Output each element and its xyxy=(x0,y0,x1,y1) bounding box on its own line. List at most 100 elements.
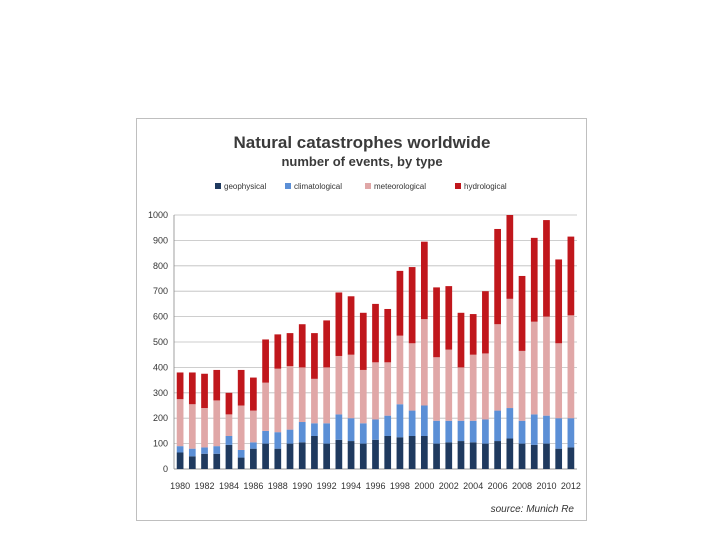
x-tick-label-2004: 2004 xyxy=(463,481,483,491)
bar-climatological-1989 xyxy=(286,429,294,444)
y-tick-label-300: 300 xyxy=(153,388,168,398)
bar-hydrological-1985 xyxy=(237,369,245,406)
bar-hydrological-1984 xyxy=(225,392,233,415)
x-tick-label-1994: 1994 xyxy=(341,481,361,491)
bar-climatological-1985 xyxy=(237,449,245,458)
legend-swatch-hydrological xyxy=(455,183,461,189)
bar-climatological-2011 xyxy=(555,418,563,449)
bar-geophysical-2005 xyxy=(482,443,489,469)
bar-geophysical-1995 xyxy=(359,443,367,469)
bar-meteorological-2002 xyxy=(445,349,453,421)
bar-hydrological-2008 xyxy=(518,275,526,351)
bar-geophysical-1989 xyxy=(286,443,294,469)
bar-meteorological-1994 xyxy=(347,354,355,419)
legend-swatch-geophysical xyxy=(215,183,221,189)
bar-meteorological-1987 xyxy=(262,382,269,431)
y-tick-label-900: 900 xyxy=(153,235,168,245)
bar-hydrological-1987 xyxy=(262,339,269,383)
bar-climatological-2002 xyxy=(445,420,453,443)
bar-meteorological-1995 xyxy=(359,369,367,424)
bar-hydrological-2001 xyxy=(433,287,440,358)
bar-climatological-1984 xyxy=(225,435,233,445)
bar-geophysical-2003 xyxy=(457,441,465,469)
y-tick-label-500: 500 xyxy=(153,337,168,347)
bar-meteorological-1981 xyxy=(188,404,196,449)
bar-geophysical-1996 xyxy=(372,439,379,469)
bar-geophysical-2002 xyxy=(445,442,453,469)
bar-geophysical-2011 xyxy=(555,448,563,469)
y-tick-label-200: 200 xyxy=(153,413,168,423)
bar-geophysical-1997 xyxy=(384,435,392,469)
bar-hydrological-2003 xyxy=(457,312,465,368)
bar-meteorological-2012 xyxy=(567,315,575,419)
bar-climatological-2008 xyxy=(518,420,526,444)
chart-title: Natural catastrophes worldwide xyxy=(234,133,491,152)
x-tick-label-1996: 1996 xyxy=(365,481,385,491)
x-tick-label-2010: 2010 xyxy=(536,481,556,491)
bar-climatological-1980 xyxy=(176,446,184,453)
bar-hydrological-2010 xyxy=(543,220,550,317)
bar-hydrological-1994 xyxy=(347,296,355,355)
bar-climatological-1982 xyxy=(201,447,208,454)
bar-geophysical-1984 xyxy=(225,444,233,469)
x-tick-label-1982: 1982 xyxy=(195,481,215,491)
bar-hydrological-1998 xyxy=(396,270,404,336)
bar-geophysical-1993 xyxy=(335,439,343,469)
bar-hydrological-2000 xyxy=(420,241,428,320)
bar-meteorological-1984 xyxy=(225,414,233,436)
bar-climatological-2009 xyxy=(530,414,538,445)
bar-geophysical-1982 xyxy=(201,453,208,469)
chart-subtitle: number of events, by type xyxy=(281,154,442,169)
bar-hydrological-1997 xyxy=(384,308,392,363)
bar-hydrological-1983 xyxy=(213,369,221,401)
bar-meteorological-2003 xyxy=(457,367,465,421)
bar-geophysical-2009 xyxy=(530,444,538,469)
bar-hydrological-1993 xyxy=(335,292,343,356)
bar-meteorological-2011 xyxy=(555,343,563,419)
y-tick-label-1000: 1000 xyxy=(148,210,168,220)
bar-meteorological-1985 xyxy=(237,405,245,450)
y-tick-label-400: 400 xyxy=(153,362,168,372)
bar-hydrological-2007 xyxy=(506,215,514,299)
bar-meteorological-2007 xyxy=(506,298,514,409)
bar-geophysical-1992 xyxy=(323,443,331,469)
legend-swatch-meteorological xyxy=(365,183,371,189)
x-tick-label-1980: 1980 xyxy=(170,481,190,491)
y-tick-label-600: 600 xyxy=(153,312,168,322)
bars xyxy=(176,215,575,469)
x-tick-label-2012: 2012 xyxy=(561,481,581,491)
bar-climatological-2001 xyxy=(433,420,440,444)
bar-hydrological-1996 xyxy=(372,303,379,363)
bar-hydrological-1980 xyxy=(176,372,184,400)
bar-hydrological-2009 xyxy=(530,237,538,322)
bar-climatological-1983 xyxy=(213,446,221,454)
x-axis: 1980 1982 1984 1986 1988 1990 1992 1994 1996 1998… xyxy=(170,481,581,491)
bar-geophysical-1980 xyxy=(176,452,184,469)
bar-geophysical-1987 xyxy=(262,443,269,469)
bar-geophysical-2001 xyxy=(433,443,440,469)
bar-geophysical-2010 xyxy=(543,443,550,469)
y-tick-label-700: 700 xyxy=(153,286,168,296)
x-tick-label-1990: 1990 xyxy=(292,481,312,491)
legend-label-hydrological: hydrological xyxy=(464,182,507,191)
bar-climatological-1997 xyxy=(384,415,392,436)
x-tick-label-1988: 1988 xyxy=(268,481,288,491)
bar-geophysical-2008 xyxy=(518,443,526,469)
bar-meteorological-1980 xyxy=(176,399,184,447)
bar-climatological-1988 xyxy=(274,432,282,449)
legend: geophysical climatological meteorological h… xyxy=(215,182,507,191)
bar-climatological-1992 xyxy=(323,423,331,444)
bar-meteorological-1992 xyxy=(323,367,331,424)
stacked-bar-chart: Natural catastrophes worldwide number of… xyxy=(148,133,581,515)
bar-climatological-2007 xyxy=(506,408,514,439)
x-tick-label-2000: 2000 xyxy=(414,481,434,491)
bar-geophysical-1981 xyxy=(188,456,196,469)
bar-meteorological-1996 xyxy=(372,362,379,420)
bar-meteorological-2004 xyxy=(469,354,477,421)
bar-hydrological-2005 xyxy=(482,291,489,354)
bar-climatological-2012 xyxy=(567,418,575,448)
bar-climatological-2003 xyxy=(457,420,465,442)
bar-meteorological-2001 xyxy=(433,357,440,421)
bar-meteorological-2010 xyxy=(543,316,550,416)
bar-meteorological-2008 xyxy=(518,350,526,421)
